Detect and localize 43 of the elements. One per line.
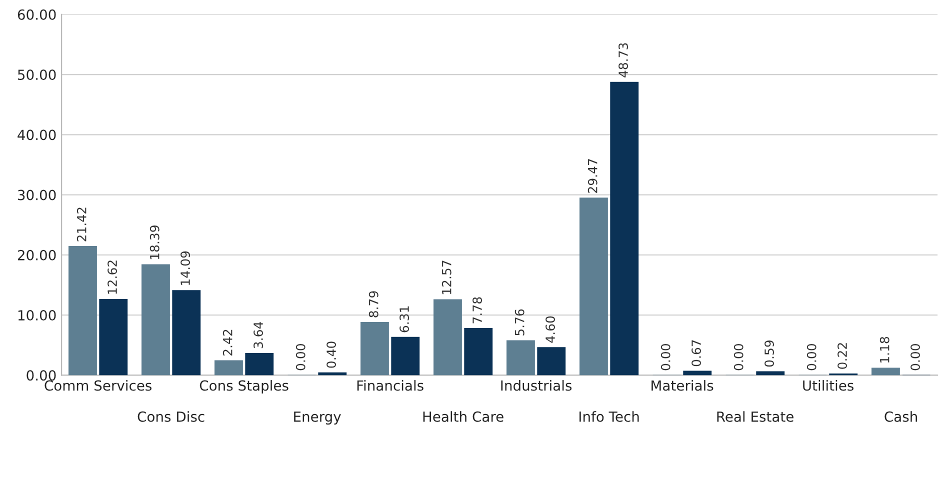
- x-tick-label: Cons Disc: [138, 411, 204, 422]
- x-tick-label: Industrials: [501, 380, 572, 391]
- data-label: 18.39: [150, 226, 160, 260]
- data-label: 0.00: [660, 344, 670, 370]
- data-label: 4.60: [546, 316, 555, 343]
- data-label: 1.18: [880, 336, 890, 363]
- y-tick-label: 30.00: [18, 190, 56, 200]
- x-tick-label: Cons Staples: [200, 380, 288, 394]
- y-tick-label: 60.00: [18, 9, 56, 20]
- y-tick-label: 10.00: [18, 310, 56, 321]
- data-label: 0.00: [910, 344, 920, 370]
- data-label: 2.42: [222, 330, 232, 356]
- y-tick-label: 0.00: [26, 370, 56, 381]
- x-tick-label: Energy: [294, 412, 341, 425]
- x-tick-label: Comm Services: [44, 380, 152, 391]
- data-label: 12.62: [108, 260, 118, 294]
- data-label: 0.00: [806, 344, 816, 370]
- data-label: 29.47: [588, 159, 598, 193]
- data-label: 6.31: [400, 306, 409, 332]
- data-label: 48.73: [618, 43, 628, 78]
- y-tick-label: 50.00: [18, 70, 56, 80]
- x-tick-label: Cash: [884, 411, 917, 422]
- data-label: 5.76: [514, 309, 524, 336]
- x-tick-label: Health Care: [423, 411, 504, 422]
- data-label: 8.79: [368, 291, 378, 318]
- data-label: 14.09: [180, 251, 190, 285]
- data-label: 7.78: [472, 297, 482, 324]
- x-tick-label: Real Estate: [717, 411, 794, 422]
- data-label: 3.64: [254, 322, 264, 348]
- data-label: 0.00: [734, 344, 744, 370]
- data-label: 0.40: [326, 342, 336, 368]
- data-label: 0.67: [692, 340, 701, 366]
- x-tick-label: Info Tech: [580, 411, 639, 422]
- x-tick-label: Materials: [652, 380, 714, 391]
- data-label: 0.22: [838, 343, 847, 369]
- data-label: 21.42: [76, 208, 86, 242]
- data-label: 0.00: [296, 344, 306, 370]
- data-label: 12.57: [442, 260, 452, 294]
- y-tick-label: 40.00: [18, 130, 56, 140]
- x-tick-label: Utilities: [803, 380, 854, 391]
- data-label: 0.59: [764, 340, 774, 367]
- y-tick-label: 20.00: [18, 250, 56, 260]
- x-tick-label: Financials: [357, 380, 424, 391]
